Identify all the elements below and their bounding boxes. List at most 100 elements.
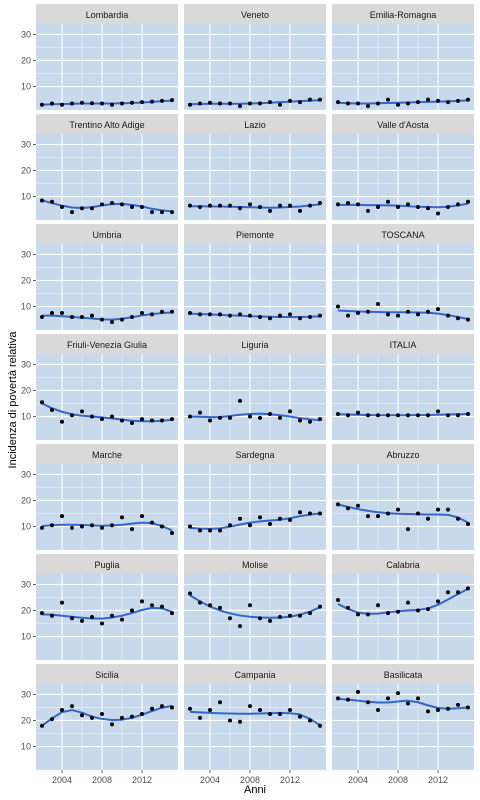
data-point bbox=[150, 418, 154, 423]
data-point bbox=[288, 98, 292, 103]
data-point bbox=[248, 704, 252, 709]
data-point bbox=[376, 101, 380, 106]
data-point bbox=[110, 201, 114, 206]
data-point bbox=[188, 591, 192, 596]
data-point bbox=[50, 311, 54, 316]
data-point bbox=[208, 100, 212, 105]
data-point bbox=[198, 312, 202, 317]
data-point bbox=[130, 608, 134, 613]
data-point bbox=[170, 210, 174, 215]
data-point bbox=[356, 410, 360, 415]
data-point bbox=[218, 203, 222, 208]
data-point bbox=[50, 523, 54, 528]
data-point bbox=[238, 719, 242, 724]
facet-panel: Piemonte bbox=[184, 224, 326, 330]
data-point bbox=[376, 708, 380, 713]
data-point bbox=[40, 611, 44, 616]
data-point bbox=[376, 204, 380, 209]
data-point bbox=[198, 410, 202, 415]
data-point bbox=[426, 97, 430, 102]
facet-title: Trentino Alto Adige bbox=[69, 120, 144, 130]
data-point bbox=[346, 697, 350, 702]
data-point bbox=[218, 700, 222, 705]
data-point bbox=[60, 708, 64, 713]
data-point bbox=[160, 604, 164, 609]
data-point bbox=[336, 304, 340, 309]
data-point bbox=[466, 97, 470, 102]
data-point bbox=[278, 415, 282, 420]
facet-title: Emilia-Romagna bbox=[370, 10, 437, 20]
data-point bbox=[386, 97, 390, 102]
data-point bbox=[426, 709, 430, 714]
data-point bbox=[170, 611, 174, 616]
data-point bbox=[160, 309, 164, 314]
data-point bbox=[288, 409, 292, 414]
data-point bbox=[70, 210, 74, 215]
data-point bbox=[50, 199, 54, 204]
data-point bbox=[40, 102, 44, 107]
data-point bbox=[150, 210, 154, 215]
data-point bbox=[366, 208, 370, 213]
facet-title: Molise bbox=[242, 560, 268, 570]
x-tick-label: 2012 bbox=[280, 775, 300, 785]
data-point bbox=[140, 514, 144, 519]
data-point bbox=[386, 413, 390, 418]
facet-title: Piemonte bbox=[236, 230, 274, 240]
data-point bbox=[446, 204, 450, 209]
data-point bbox=[346, 313, 350, 318]
data-point bbox=[208, 708, 212, 713]
data-point bbox=[70, 101, 74, 106]
data-point bbox=[366, 104, 370, 109]
data-point bbox=[426, 607, 430, 612]
data-point bbox=[120, 617, 124, 622]
facet-title: Campania bbox=[234, 670, 275, 680]
data-point bbox=[90, 523, 94, 528]
facet-panel: Marche bbox=[36, 444, 178, 550]
data-point bbox=[336, 411, 340, 416]
data-point bbox=[208, 528, 212, 533]
facet-strip bbox=[36, 664, 178, 684]
data-point bbox=[268, 100, 272, 105]
facet-panel: Umbria bbox=[36, 224, 178, 330]
data-point bbox=[396, 413, 400, 418]
facet-title: Friuli-Venezia Giulia bbox=[67, 340, 147, 350]
data-point bbox=[198, 101, 202, 106]
data-point bbox=[248, 414, 252, 419]
data-point bbox=[366, 612, 370, 617]
data-point bbox=[278, 102, 282, 107]
data-point bbox=[318, 417, 322, 422]
facet-panel: Lombardia bbox=[36, 4, 178, 110]
facet-panel: Sicilia bbox=[36, 664, 178, 770]
facet-panel: Veneto bbox=[184, 4, 326, 110]
data-point bbox=[120, 202, 124, 207]
data-point bbox=[346, 201, 350, 206]
data-point bbox=[60, 600, 64, 605]
data-point bbox=[318, 313, 322, 318]
data-point bbox=[376, 603, 380, 608]
data-point bbox=[150, 312, 154, 317]
data-point bbox=[208, 603, 212, 608]
facet-title: Marche bbox=[92, 450, 122, 460]
data-point bbox=[436, 708, 440, 713]
data-point bbox=[308, 97, 312, 102]
panel-background bbox=[184, 354, 326, 440]
facet-strip bbox=[332, 664, 474, 684]
data-point bbox=[50, 717, 54, 722]
data-point bbox=[80, 618, 84, 623]
facet-panel: Emilia-Romagna bbox=[332, 4, 474, 110]
data-point bbox=[346, 101, 350, 106]
x-tick-label: 2008 bbox=[240, 775, 260, 785]
data-point bbox=[278, 615, 282, 619]
data-point bbox=[238, 312, 242, 317]
data-point bbox=[318, 604, 322, 609]
data-point bbox=[100, 317, 104, 322]
data-point bbox=[140, 100, 144, 105]
data-point bbox=[100, 202, 104, 207]
data-point bbox=[406, 701, 410, 706]
data-point bbox=[130, 421, 134, 426]
data-point bbox=[140, 417, 144, 422]
data-point bbox=[130, 714, 134, 719]
facet-title: Basilicata bbox=[384, 670, 423, 680]
data-point bbox=[308, 203, 312, 208]
